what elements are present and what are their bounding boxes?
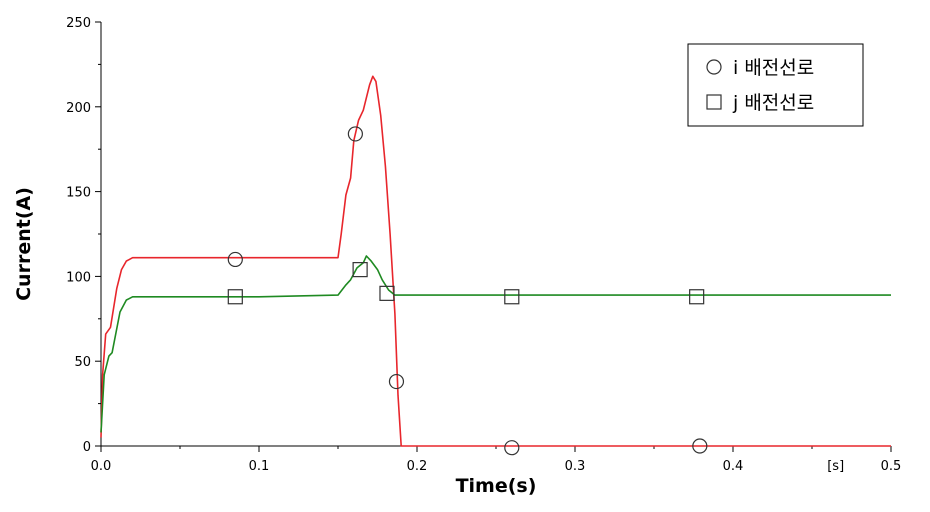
series-line [100, 255, 891, 433]
y-tick-label: 250 [66, 16, 91, 31]
circle-marker [692, 438, 708, 454]
legend-square-icon [706, 94, 722, 110]
axes: 0 50 100 150 200 250 0.0 0.1 0.2 0.3 0.4 0.5 [66, 16, 901, 474]
legend-box [687, 43, 864, 127]
y-tick-label: 100 [66, 270, 91, 285]
x-tick-label: 0.0 [91, 459, 112, 474]
series-line [100, 75, 891, 447]
square-marker [689, 289, 705, 305]
y-tick-label: 150 [66, 186, 91, 201]
x-axis-title: Time(s) [456, 475, 537, 497]
series-1 [100, 75, 891, 456]
circle-marker [347, 126, 363, 142]
x-axis-unit: [s] [827, 459, 844, 474]
y-tick-label: 50 [74, 355, 91, 370]
legend-label: i 배전선로 [733, 57, 814, 79]
square-marker [352, 262, 368, 278]
legend-label: j 배전선로 [732, 92, 814, 114]
legend: i 배전선로 j 배전선로 [687, 43, 864, 127]
square-marker [227, 289, 243, 305]
y-axis-title: Current(A) [13, 187, 35, 301]
x-tick-label: 0.5 [881, 459, 902, 474]
circle-marker [504, 440, 520, 456]
y-tick-label: 0 [83, 440, 91, 455]
x-tick-label: 0.4 [723, 459, 744, 474]
series-2 [100, 255, 891, 433]
x-tick-label: 0.1 [249, 459, 270, 474]
circle-marker [227, 251, 243, 268]
y-tick-label: 200 [66, 101, 91, 116]
x-tick-label: 0.3 [565, 459, 586, 474]
x-tick-label: 0.2 [407, 459, 428, 474]
square-marker [504, 289, 520, 305]
series-layer [100, 75, 891, 456]
circle-marker [388, 373, 405, 390]
legend-circle-icon [706, 59, 722, 75]
square-marker [379, 285, 395, 301]
